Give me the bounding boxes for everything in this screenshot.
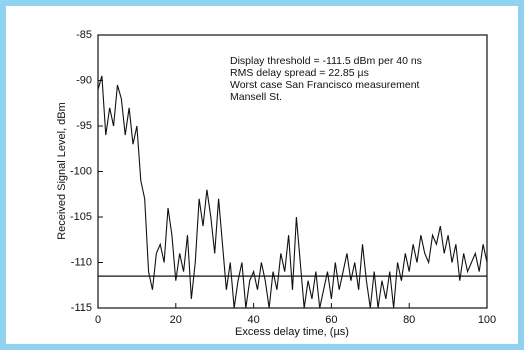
y-tick-label: -95 xyxy=(76,120,92,132)
y-tick-label: -90 xyxy=(76,74,92,86)
y-tick-label: -110 xyxy=(71,256,92,268)
x-tick-label: 0 xyxy=(95,314,101,326)
annotation: RMS delay spread = 22.85 µs xyxy=(230,67,369,79)
signal-line xyxy=(97,75,488,309)
annotation: Worst case San Francisco measurement xyxy=(230,79,420,91)
x-axis-label: Excess delay time, (µs) xyxy=(235,326,349,338)
annotation: Mansell St. xyxy=(230,91,282,103)
y-tick-label: -100 xyxy=(70,165,92,177)
annotation: Display threshold = -111.5 dBm per 40 ns xyxy=(230,55,422,67)
x-tick-label: 60 xyxy=(325,314,337,326)
x-tick-label: 80 xyxy=(403,314,415,326)
y-tick-label: -105 xyxy=(70,211,92,223)
x-tick-label: 100 xyxy=(478,314,496,326)
y-tick-label: -115 xyxy=(71,302,92,314)
y-axis-label: Received Signal Level, dBm xyxy=(56,102,68,240)
x-tick-label: 20 xyxy=(170,314,182,326)
y-tick-label: -85 xyxy=(76,29,92,41)
x-tick-label: 40 xyxy=(247,314,259,326)
